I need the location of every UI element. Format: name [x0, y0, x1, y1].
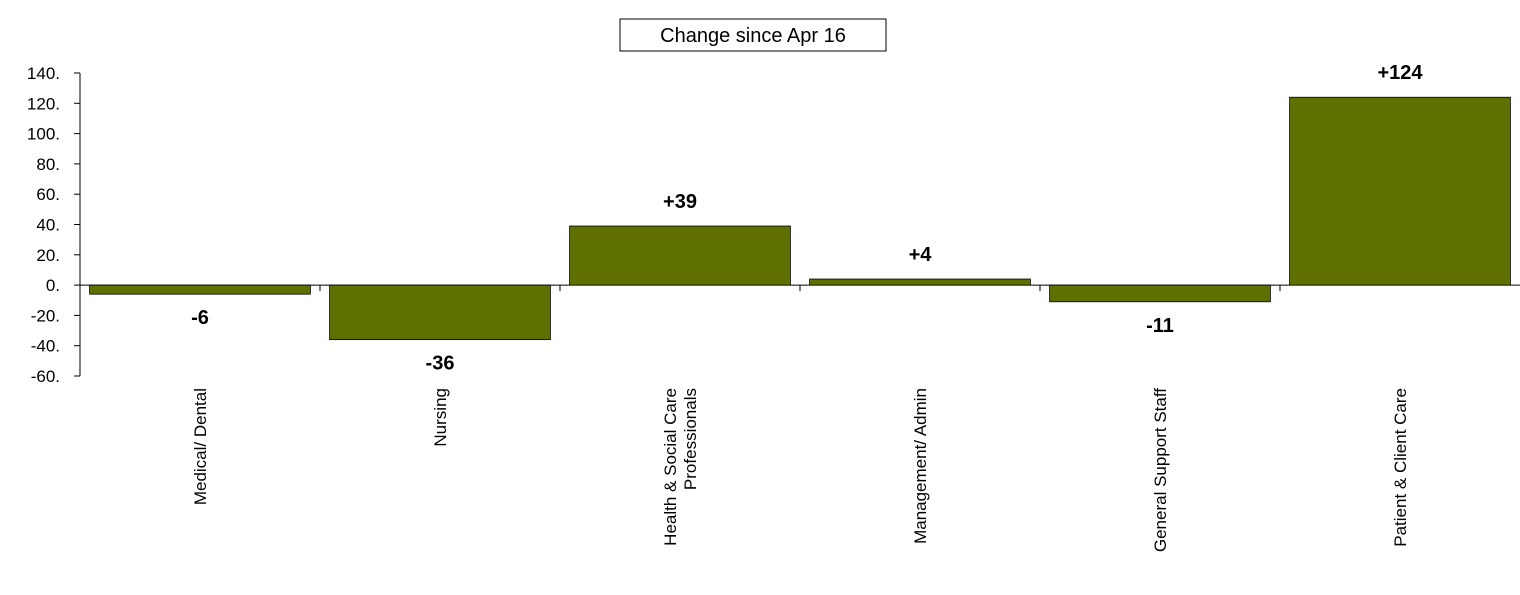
y-tick-label: 120.: [27, 94, 60, 113]
category-label-line: Management/ Admin: [911, 388, 930, 544]
y-tick-label: 100.: [27, 125, 60, 144]
axes: 140. 120. 100. 80. 60. 40. 20. 0. -20. -40. -60.: [27, 64, 1520, 386]
category-label: Patient & Client Care: [1391, 388, 1410, 547]
bar: [809, 278, 1031, 286]
y-tick-label: 0.: [46, 276, 60, 295]
y-tick-label: -60.: [31, 367, 60, 386]
data-labels: -6 -36 +39 +4 -11 +124: [191, 62, 1423, 374]
category-label-line: Health & Social Care: [661, 388, 680, 546]
category-label: Medical/ Dental: [191, 388, 210, 505]
category-label: Management/ Admin: [911, 388, 930, 544]
y-tick-label: 40.: [36, 216, 60, 235]
bar: [89, 284, 311, 295]
category-label: Nursing: [431, 388, 450, 447]
y-tick-label: 80.: [36, 155, 60, 174]
category-label-line: Professionals: [681, 388, 700, 490]
y-tick-label: -20.: [31, 306, 60, 325]
data-label: +39: [663, 191, 697, 213]
data-label: +124: [1377, 62, 1423, 84]
data-label: -36: [426, 353, 455, 375]
category-label: Health & Social Care Professionals: [661, 388, 700, 546]
data-label: -6: [191, 307, 209, 329]
category-label-line: Medical/ Dental: [191, 388, 210, 505]
category-label-line: Patient & Client Care: [1391, 388, 1410, 547]
data-label: +4: [909, 244, 933, 266]
y-tick-label: 20.: [36, 246, 60, 265]
data-label: -11: [1146, 315, 1174, 337]
y-tick-label: -40.: [31, 337, 60, 356]
category-labels: Medical/ Dental Nursing Health & Social Ca…: [191, 388, 1410, 552]
category-label: General Support Staff: [1151, 388, 1170, 552]
bar: [329, 284, 551, 341]
bars: [89, 96, 1511, 341]
category-label-line: Nursing: [431, 388, 450, 447]
y-tick-label: 140.: [27, 64, 60, 83]
y-tick-label: 60.: [36, 185, 60, 204]
bar: [1289, 96, 1511, 286]
chart-title: Change since Apr 16: [660, 25, 846, 47]
category-label-line: General Support Staff: [1151, 388, 1170, 552]
bar: [1049, 284, 1271, 303]
bar: [569, 225, 791, 286]
chart-title-box: Change since Apr 16: [619, 18, 887, 52]
